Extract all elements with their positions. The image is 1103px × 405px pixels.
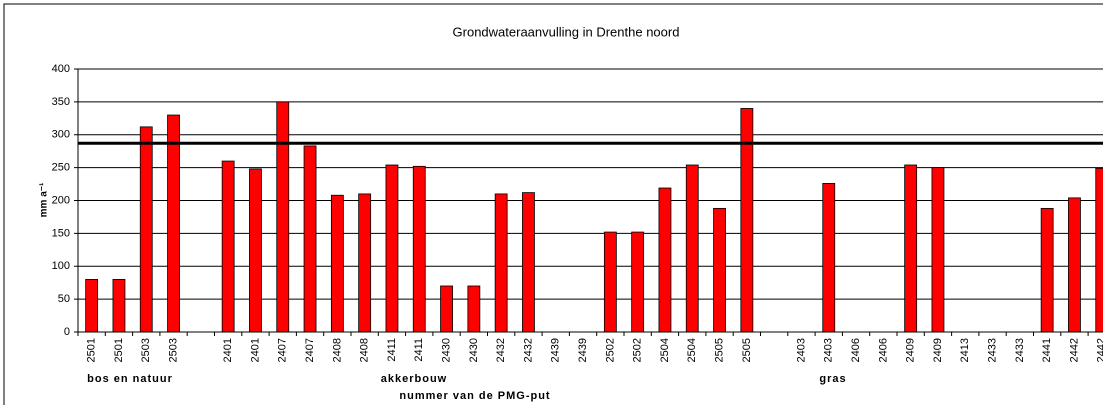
x-tick-label: 2501 (113, 338, 125, 362)
x-tick-label: 2501 (86, 338, 98, 362)
y-tick-label: 0 (64, 326, 70, 338)
x-tick-label: 2409 (932, 338, 944, 362)
x-tick-label: 2403 (795, 338, 807, 362)
bar (1068, 197, 1081, 333)
bar (112, 278, 126, 333)
y-tick-label: 50 (58, 293, 70, 305)
x-tick-label: 2441 (1041, 338, 1053, 362)
x-tick-label: 2504 (686, 338, 698, 362)
bar (276, 101, 290, 333)
bar (303, 145, 317, 333)
x-tick-label: 2409 (905, 338, 917, 362)
x-tick-label: 2439 (577, 338, 589, 362)
y-tick-label: 300 (52, 129, 70, 141)
chart-frame (3, 3, 1103, 405)
x-tick-label: 2406 (850, 338, 862, 362)
y-tick-label: 150 (52, 227, 70, 239)
x-tick-label: 2411 (386, 338, 398, 362)
x-tick-label: 2401 (222, 338, 234, 362)
y-tick-label: 200 (52, 194, 70, 206)
x-tick-label: 2433 (1014, 338, 1026, 362)
x-tick-label: 2401 (249, 338, 261, 362)
bar (139, 126, 153, 333)
x-tick-label: 2432 (522, 338, 534, 362)
bar (1040, 207, 1054, 333)
x-tick-label: 2505 (713, 338, 725, 362)
bar (440, 285, 453, 333)
x-tick-label: 2406 (877, 338, 889, 362)
y-tick-label: 350 (52, 96, 70, 108)
bar (931, 167, 945, 333)
x-tick-label: 2407 (304, 338, 316, 362)
x-tick-label: 2504 (659, 338, 671, 362)
x-tick-label: 2505 (741, 338, 753, 362)
x-tick-label: 2411 (413, 338, 425, 362)
x-tick-label: 2432 (495, 338, 507, 362)
x-tick-label: 2502 (632, 338, 644, 362)
bar (904, 164, 918, 333)
x-tick-label: 2433 (986, 338, 998, 362)
bar (522, 192, 535, 333)
group-label: akkerbouw (381, 373, 447, 385)
chart-title: Grondwateraanvulling in Drenthe noord (453, 24, 680, 39)
x-tick-label: 2442 (1068, 338, 1080, 362)
x-tick-label: 2502 (604, 338, 616, 362)
x-axis-label: nummer van de PMG-put (399, 390, 550, 402)
x-tick-label: 2408 (331, 338, 343, 362)
x-tick-label: 2403 (823, 338, 835, 362)
x-tick-label: 2503 (140, 338, 152, 362)
bar (358, 193, 372, 333)
x-tick-label: 2407 (277, 338, 289, 362)
y-tick-label: 400 (52, 63, 70, 75)
bar (713, 207, 726, 333)
bar (603, 231, 617, 333)
bar (385, 164, 399, 333)
bar (685, 164, 699, 333)
bar (822, 183, 836, 333)
x-tick-label: 2430 (468, 338, 480, 362)
group-label: bos en natuur (87, 373, 173, 385)
x-tick-label: 2442 (1096, 338, 1103, 362)
x-tick-label: 2439 (550, 338, 562, 362)
bar (1095, 167, 1103, 333)
bar (631, 231, 645, 333)
bar (467, 285, 481, 333)
bar (658, 187, 672, 333)
group-label: gras (819, 373, 846, 385)
bar (330, 194, 344, 333)
y-tick-label: 250 (52, 162, 70, 174)
bar (85, 278, 99, 333)
y-tick-label: 100 (52, 260, 70, 272)
bar (412, 165, 426, 333)
bar (221, 160, 235, 333)
x-tick-label: 2408 (359, 338, 371, 362)
bar (167, 114, 180, 333)
y-axis-label: mm a⁻¹ (39, 182, 50, 217)
x-tick-label: 2430 (440, 338, 452, 362)
bar (494, 193, 508, 333)
bar (249, 168, 262, 333)
x-tick-label: 2413 (959, 338, 971, 362)
x-tick-label: 2503 (167, 338, 179, 362)
